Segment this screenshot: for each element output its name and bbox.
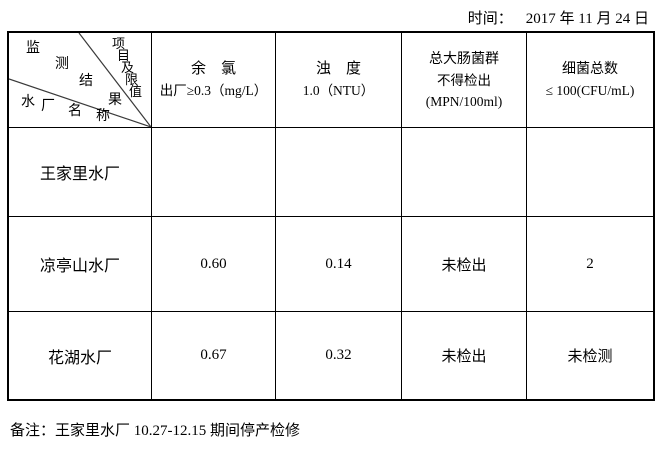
plant-name-cell-liangtingshan: 凉亭山水厂: [9, 217, 152, 312]
column-header-residual-chlorine: 余 氯 出厂≥0.3（mg/L）: [152, 33, 276, 128]
column-title: 浊 度: [315, 61, 361, 77]
value-cell: [527, 128, 653, 217]
corner-label-monitoring-results: 监测结果: [26, 41, 122, 108]
corner-label-items-and-limits: 项目及限值: [112, 36, 143, 99]
value-cell: [276, 128, 402, 217]
value-cell: 未检出: [402, 312, 527, 399]
time-value: 2017 年 11 月 24 日: [525, 11, 649, 27]
table-corner-cell: 监测结果 项目及限值 水厂名称: [9, 33, 152, 128]
value-cell: [152, 128, 276, 217]
column-header-bacteria-count: 细菌总数 ≤ 100(CFU/mL): [527, 33, 653, 128]
column-limit: 1.0（NTU）: [302, 83, 375, 98]
column-title: 细菌总数: [562, 62, 618, 77]
column-header-turbidity: 浊 度 1.0（NTU）: [276, 33, 402, 128]
report-time: 时间： 2017 年 11 月 24 日: [468, 7, 649, 28]
footer-note: 备注：王家里水厂 10.27-12.15 期间停产检修: [10, 423, 300, 439]
plant-name-cell-wangjiali: 王家里水厂: [9, 128, 152, 217]
diagonal-divider-lines: [9, 33, 151, 127]
value-cell: 0.14: [276, 217, 402, 312]
value-cell: 未检出: [402, 217, 527, 312]
value-cell: 2: [527, 217, 653, 312]
water-quality-table: 监测结果 项目及限值 水厂名称 余 氯 出厂≥0.3（mg/L） 浊 度 1.0…: [7, 31, 655, 401]
corner-label-plant-name: 水厂名称: [21, 95, 110, 124]
column-limit-unit: (MPN/100ml): [425, 93, 503, 109]
column-title: 余 氯: [190, 61, 236, 77]
value-cell: [402, 128, 527, 217]
value-cell: 0.60: [152, 217, 276, 312]
column-limit: 出厂≥0.3（mg/L）: [159, 83, 268, 98]
value-cell: 0.67: [152, 312, 276, 399]
column-limit: ≤ 100(CFU/mL): [545, 83, 635, 98]
column-header-total-coliform: 总大肠菌群 不得检出 (MPN/100ml): [402, 33, 527, 128]
column-title: 总大肠菌群: [429, 51, 499, 67]
time-label: 时间：: [467, 11, 513, 27]
plant-name-cell-huahu: 花湖水厂: [9, 312, 152, 399]
column-limit: 不得检出: [437, 72, 491, 88]
value-cell: 0.32: [276, 312, 402, 399]
value-cell: 未检测: [567, 349, 613, 365]
